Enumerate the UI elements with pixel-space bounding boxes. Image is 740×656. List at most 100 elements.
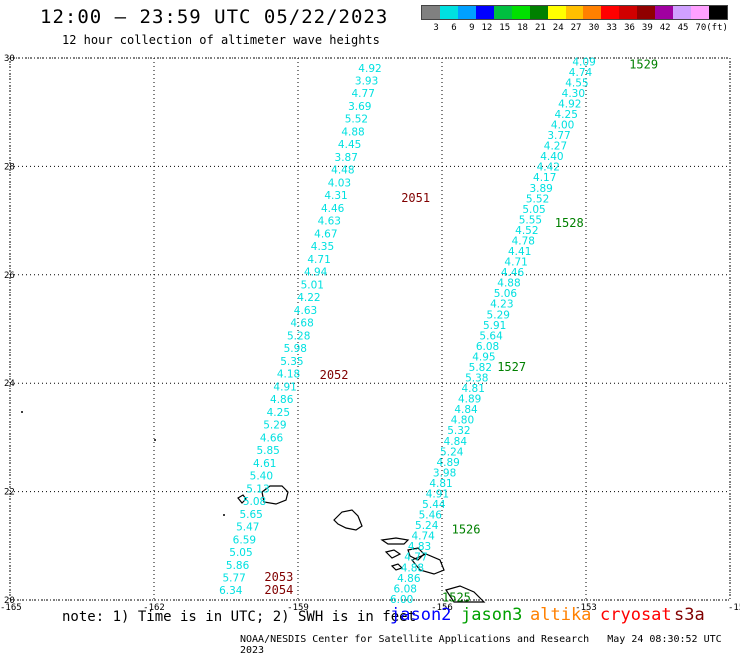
- legend-swatch: [655, 6, 674, 19]
- island-outline: [380, 537, 410, 545]
- y-tick-label: 26: [4, 271, 15, 281]
- sat-jason3: jason3: [461, 605, 523, 625]
- islet-dot: [223, 514, 225, 516]
- wave-height-value: 4.46: [321, 203, 345, 215]
- legend-tick-label: 45: [677, 23, 689, 33]
- wave-height-value: 6.00: [390, 594, 413, 606]
- wave-height-value: 5.29: [263, 420, 286, 432]
- wave-height-value: 4.30: [562, 88, 585, 100]
- wave-height-value: 4.71: [307, 254, 330, 266]
- legend-tick-label: 42: [659, 23, 671, 33]
- legend-tick-label: 36: [624, 23, 635, 33]
- wave-height-value: 4.52: [515, 225, 538, 237]
- wave-height-value: 5.01: [301, 279, 324, 291]
- wave-height-value: 4.03: [328, 177, 351, 189]
- wave-height-value: 5.52: [345, 114, 368, 126]
- x-tick-label: -150: [728, 603, 740, 613]
- wave-height-value: 4.91: [426, 488, 449, 500]
- legend-tick-label: 33: [606, 23, 618, 33]
- wave-height-value: 4.40: [540, 151, 563, 163]
- legend-swatch: [601, 6, 620, 19]
- legend-tick-label: 12: [481, 23, 493, 33]
- islet-dot: [21, 411, 23, 413]
- credit-text: NOAA/NESDIS Center for Satellite Applica…: [240, 634, 590, 645]
- legend-swatch: [529, 6, 548, 19]
- wave-height-value: 4.81: [429, 478, 452, 490]
- wave-height-value: 5.06: [494, 288, 518, 300]
- legend-tick-label: 39: [641, 23, 653, 33]
- legend-swatches: [421, 5, 728, 20]
- x-tick-label: -165: [0, 603, 22, 613]
- wave-height-value: 5.13: [246, 483, 269, 495]
- legend-swatch: [565, 6, 584, 19]
- wave-height-value: 5.44: [422, 499, 446, 511]
- wave-height-value: 4.63: [294, 305, 317, 317]
- island-outline: [411, 553, 445, 575]
- legend-tick-label: 21: [534, 23, 546, 33]
- legend-swatch: [637, 6, 656, 19]
- legend-tick-label: 24: [552, 23, 564, 33]
- wave-height-value: 4.78: [512, 235, 535, 247]
- wave-height-value: 5.40: [250, 471, 273, 483]
- legend-swatch: [583, 6, 602, 19]
- wave-height-value: 4.35: [311, 241, 334, 253]
- y-tick-label: 24: [4, 379, 15, 389]
- wave-height-value: 3.89: [529, 183, 552, 195]
- legend-swatch: [709, 6, 727, 19]
- wave-height-value: 4.22: [297, 292, 320, 304]
- wave-height-value: 6.08: [476, 341, 499, 353]
- legend-swatch: [619, 6, 638, 19]
- wave-height-value: 6.08: [394, 583, 417, 595]
- wave-height-value: 4.86: [397, 573, 421, 585]
- wave-height-value: 5.05: [229, 547, 252, 559]
- island-outline: [237, 494, 247, 504]
- island-outline: [333, 509, 363, 531]
- wave-height-value: 5.29: [487, 309, 510, 321]
- wave-height-value: 4.77: [352, 88, 375, 100]
- wave-height-value: 5.77: [222, 573, 245, 585]
- pass-label: 1528: [555, 216, 584, 230]
- wave-height-value: 4.92: [358, 63, 381, 75]
- wave-height-value: 5.32: [447, 425, 470, 437]
- wave-height-value: 4.61: [253, 458, 276, 470]
- wave-height-value: 4.55: [565, 77, 588, 89]
- wave-height-value: 5.24: [440, 446, 464, 458]
- wave-height-value: 5.47: [236, 522, 259, 534]
- x-tick-label: -162: [143, 603, 165, 613]
- legend-tick-label: 70: [695, 23, 707, 33]
- pass-label: 1529: [629, 58, 658, 72]
- wave-height-value: 4.81: [462, 383, 485, 395]
- wave-height-value: 4.95: [472, 351, 495, 363]
- legend-tick-label: 30: [588, 23, 600, 33]
- wave-height-value: 3.98: [433, 467, 456, 479]
- legend-swatch: [493, 6, 512, 19]
- wave-height-value: 4.80: [451, 415, 474, 427]
- legend-swatch: [511, 6, 530, 19]
- wave-height-value: 4.00: [551, 120, 574, 132]
- wave-height-value: 5.64: [479, 330, 503, 342]
- island-outline: [261, 485, 289, 505]
- y-tick-label: 28: [4, 162, 15, 172]
- wave-height-value: 5.28: [287, 330, 310, 342]
- legend-tick-label: 18: [517, 23, 528, 33]
- x-tick-label: -156: [431, 603, 453, 613]
- wave-height-value: 4.23: [490, 299, 513, 311]
- pass-label: 2054: [264, 583, 293, 597]
- wave-height-value: 4.88: [401, 562, 424, 574]
- wave-height-value: 4.45: [338, 139, 361, 151]
- wave-height-value: 3.69: [348, 101, 371, 113]
- wave-height-value: 4.92: [558, 98, 581, 110]
- legend-swatch: [457, 6, 476, 19]
- y-tick-label: 20: [4, 596, 15, 606]
- wave-height-value: 4.74: [411, 531, 435, 543]
- wave-height-value: 4.31: [324, 190, 347, 202]
- legend-swatch: [475, 6, 494, 19]
- island-outline: [445, 585, 486, 603]
- wave-height-value: 5.05: [522, 204, 545, 216]
- wave-height-value: 4.86: [270, 394, 294, 406]
- wave-height-value: 4.84: [444, 436, 468, 448]
- pass-label: 2052: [320, 368, 349, 382]
- wave-height-value: 6.34: [219, 585, 243, 597]
- sat-altika: altika: [530, 605, 592, 625]
